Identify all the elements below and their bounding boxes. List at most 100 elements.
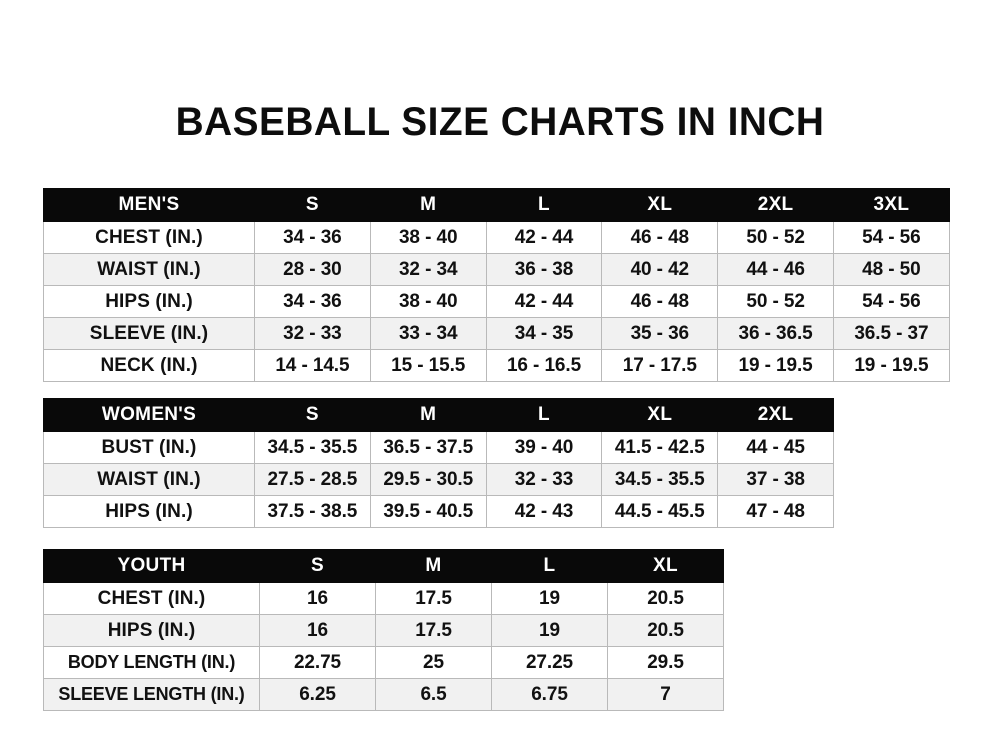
womens-hips-m: 39.5 - 40.5: [369, 495, 487, 528]
womens-header-row: WOMEN'S S M L XL 2XL: [43, 398, 834, 432]
mens-waist-s: 28 - 30: [254, 253, 371, 286]
womens-bust-xl: 41.5 - 42.5: [601, 431, 719, 464]
mens-column-header-m: M: [369, 188, 487, 222]
table-row: CHEST (IN.) 16 17.5 19 20.5: [43, 582, 724, 615]
mens-column-header-2xl: 2XL: [717, 188, 834, 222]
womens-header-label: WOMEN'S: [43, 398, 255, 432]
womens-bust-m: 36.5 - 37.5: [369, 431, 487, 464]
youth-column-header-s: S: [259, 549, 376, 583]
mens-sleeve-m: 33 - 34: [369, 317, 487, 350]
mens-neck-3xl: 19 - 19.5: [832, 349, 950, 382]
youth-size-table: YOUTH S M L XL CHEST (IN.) 16 17.5 19 20…: [43, 549, 724, 711]
mens-hips-s: 34 - 36: [254, 285, 371, 318]
table-row: HIPS (IN.) 37.5 - 38.5 39.5 - 40.5 42 - …: [43, 495, 834, 528]
womens-row-label-bust: BUST (IN.): [43, 431, 255, 464]
mens-column-header-s: S: [254, 188, 371, 222]
mens-waist-xl: 40 - 42: [601, 253, 719, 286]
mens-hips-xl: 46 - 48: [601, 285, 719, 318]
mens-header-row: MEN'S S M L XL 2XL 3XL: [43, 188, 950, 222]
mens-waist-m: 32 - 34: [369, 253, 487, 286]
womens-table-head: WOMEN'S S M L XL 2XL: [43, 398, 834, 432]
mens-neck-xl: 17 - 17.5: [601, 349, 719, 382]
youth-header-row: YOUTH S M L XL: [43, 549, 724, 583]
youth-row-label-chest: CHEST (IN.): [43, 582, 260, 615]
youth-chest-xl: 20.5: [607, 582, 724, 615]
youth-sleeve-length-l: 6.75: [491, 678, 608, 711]
youth-hips-xl: 20.5: [607, 614, 724, 647]
mens-chest-2xl: 50 - 52: [717, 221, 834, 254]
table-row: BUST (IN.) 34.5 - 35.5 36.5 - 37.5 39 - …: [43, 431, 834, 464]
womens-waist-l: 32 - 33: [485, 463, 603, 496]
mens-row-label-sleeve: SLEEVE (IN.): [43, 317, 255, 350]
womens-hips-xl: 44.5 - 45.5: [601, 495, 719, 528]
youth-sleeve-length-m: 6.5: [375, 678, 492, 711]
youth-row-label-hips: HIPS (IN.): [43, 614, 260, 647]
mens-column-header-l: L: [485, 188, 603, 222]
youth-chest-m: 17.5: [375, 582, 492, 615]
mens-column-header-xl: XL: [601, 188, 719, 222]
youth-sleeve-length-s: 6.25: [259, 678, 376, 711]
womens-waist-xl: 34.5 - 35.5: [601, 463, 719, 496]
youth-row-label-body-length: BODY LENGTH (IN.): [43, 646, 260, 679]
youth-column-header-xl: XL: [607, 549, 724, 583]
table-row: BODY LENGTH (IN.) 22.75 25 27.25 29.5: [43, 646, 724, 679]
mens-row-label-chest: CHEST (IN.): [43, 221, 255, 254]
womens-column-header-m: M: [369, 398, 487, 432]
table-row: WAIST (IN.) 27.5 - 28.5 29.5 - 30.5 32 -…: [43, 463, 834, 496]
page-title: BASEBALL SIZE CHARTS IN INCH: [175, 99, 825, 144]
mens-hips-l: 42 - 44: [485, 285, 603, 318]
mens-chest-s: 34 - 36: [254, 221, 371, 254]
mens-chest-3xl: 54 - 56: [832, 221, 950, 254]
womens-bust-l: 39 - 40: [485, 431, 603, 464]
mens-table-head: MEN'S S M L XL 2XL 3XL: [43, 188, 950, 222]
womens-waist-s: 27.5 - 28.5: [254, 463, 371, 496]
youth-column-header-l: L: [491, 549, 608, 583]
mens-table-body: CHEST (IN.) 34 - 36 38 - 40 42 - 44 46 -…: [43, 221, 950, 382]
youth-chest-l: 19: [491, 582, 608, 615]
womens-bust-2xl: 44 - 45: [717, 431, 834, 464]
table-row: SLEEVE LENGTH (IN.) 6.25 6.5 6.75 7: [43, 678, 724, 711]
youth-header-label: YOUTH: [43, 549, 260, 583]
mens-row-label-hips: HIPS (IN.): [43, 285, 255, 318]
mens-size-table: MEN'S S M L XL 2XL 3XL CHEST (IN.) 34 - …: [43, 188, 950, 382]
youth-row-label-sleeve-length: SLEEVE LENGTH (IN.): [43, 678, 260, 711]
youth-table-body: CHEST (IN.) 16 17.5 19 20.5 HIPS (IN.) 1…: [43, 582, 724, 711]
mens-row-label-neck: NECK (IN.): [43, 349, 255, 382]
table-row: NECK (IN.) 14 - 14.5 15 - 15.5 16 - 16.5…: [43, 349, 950, 382]
youth-body-length-l: 27.25: [491, 646, 608, 679]
mens-chest-xl: 46 - 48: [601, 221, 719, 254]
mens-hips-3xl: 54 - 56: [832, 285, 950, 318]
womens-column-header-s: S: [254, 398, 371, 432]
mens-sleeve-l: 34 - 35: [485, 317, 603, 350]
womens-column-header-xl: XL: [601, 398, 719, 432]
mens-neck-m: 15 - 15.5: [369, 349, 487, 382]
youth-body-length-xl: 29.5: [607, 646, 724, 679]
mens-sleeve-xl: 35 - 36: [601, 317, 719, 350]
mens-neck-s: 14 - 14.5: [254, 349, 371, 382]
youth-body-length-s: 22.75: [259, 646, 376, 679]
table-row: SLEEVE (IN.) 32 - 33 33 - 34 34 - 35 35 …: [43, 317, 950, 350]
womens-size-table: WOMEN'S S M L XL 2XL BUST (IN.) 34.5 - 3…: [43, 398, 834, 528]
mens-neck-l: 16 - 16.5: [485, 349, 603, 382]
mens-sleeve-3xl: 36.5 - 37: [832, 317, 950, 350]
womens-waist-m: 29.5 - 30.5: [369, 463, 487, 496]
youth-chest-s: 16: [259, 582, 376, 615]
womens-row-label-hips: HIPS (IN.): [43, 495, 255, 528]
table-row: CHEST (IN.) 34 - 36 38 - 40 42 - 44 46 -…: [43, 221, 950, 254]
youth-body-length-m: 25: [375, 646, 492, 679]
womens-column-header-l: L: [485, 398, 603, 432]
mens-chest-l: 42 - 44: [485, 221, 603, 254]
mens-waist-2xl: 44 - 46: [717, 253, 834, 286]
youth-sleeve-length-xl: 7: [607, 678, 724, 711]
womens-table-body: BUST (IN.) 34.5 - 35.5 36.5 - 37.5 39 - …: [43, 431, 834, 528]
mens-row-label-waist: WAIST (IN.): [43, 253, 255, 286]
mens-neck-2xl: 19 - 19.5: [717, 349, 834, 382]
table-row: HIPS (IN.) 16 17.5 19 20.5: [43, 614, 724, 647]
mens-hips-m: 38 - 40: [369, 285, 487, 318]
womens-hips-s: 37.5 - 38.5: [254, 495, 371, 528]
mens-sleeve-2xl: 36 - 36.5: [717, 317, 834, 350]
womens-bust-s: 34.5 - 35.5: [254, 431, 371, 464]
womens-column-header-2xl: 2XL: [717, 398, 834, 432]
womens-row-label-waist: WAIST (IN.): [43, 463, 255, 496]
